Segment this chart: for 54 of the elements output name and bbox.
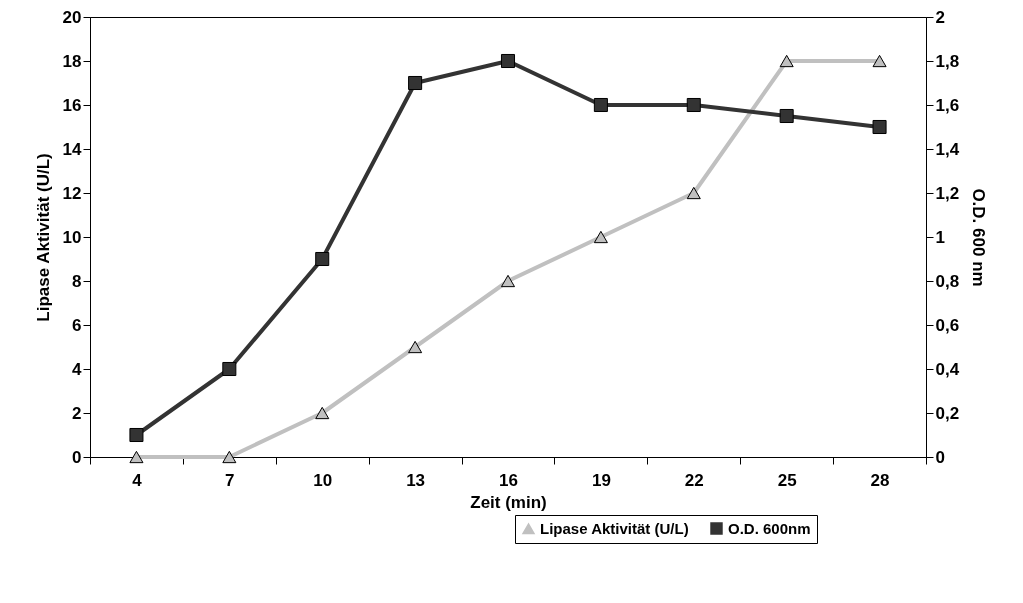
y-tick-label: 8 (72, 271, 82, 291)
point (686, 97, 701, 113)
y2-tick-label: 2 (935, 7, 945, 27)
legend-label: Lipase Aktivität (U/L) (540, 519, 689, 537)
point (129, 427, 144, 443)
y-tick-label: 18 (62, 51, 82, 71)
y-tick-label: 2 (72, 403, 82, 423)
point (315, 406, 330, 420)
y-tick-label: 10 (62, 227, 82, 247)
x-tick-label: 4 (132, 470, 143, 490)
y2-tick-label: 1,2 (935, 183, 960, 203)
y-tick-label: 20 (62, 7, 82, 27)
x-tick-label: 7 (225, 470, 235, 490)
x-tick-label: 25 (777, 470, 797, 490)
y-tick-label: 6 (72, 315, 82, 335)
point (315, 251, 330, 267)
x-tick-label: 10 (313, 470, 333, 490)
point (686, 186, 701, 200)
y2-tick-label: 1,4 (935, 139, 960, 159)
point (872, 54, 887, 68)
y-axis-title: Lipase Aktivität (U/L) (33, 153, 53, 322)
y-tick-label: 12 (62, 183, 82, 203)
point (593, 230, 608, 244)
point (408, 75, 423, 91)
y-tick-label: 4 (72, 359, 83, 379)
point (779, 108, 794, 124)
point (872, 119, 887, 135)
legend-label: O.D. 600nm (728, 519, 811, 537)
y2-tick-label: 0,6 (935, 315, 960, 335)
y2-tick-label: 1 (935, 227, 945, 247)
x-tick-label: 28 (870, 470, 890, 490)
x-axis-title: Zeit (min) (470, 492, 547, 512)
y-tick-label: 0 (72, 447, 82, 467)
x-tick-label: 16 (499, 470, 518, 490)
y2-tick-label: 1,6 (935, 95, 960, 115)
point (500, 53, 516, 69)
y2-tick-label: 0,4 (935, 359, 960, 379)
y-tick-label: 14 (62, 139, 83, 159)
point (593, 97, 608, 113)
y-tick-label: 16 (62, 95, 82, 115)
y2-tick-label: 0,2 (935, 403, 960, 423)
point (129, 450, 144, 464)
point (779, 54, 794, 68)
y2-tick-label: 1,8 (935, 51, 960, 71)
point (222, 450, 237, 464)
x-tick-label: 19 (591, 470, 611, 490)
y2-tick-label: 0 (935, 447, 945, 467)
point (408, 340, 423, 354)
point (222, 361, 237, 377)
y2-tick-label: 0,8 (935, 271, 960, 291)
x-tick-label: 13 (406, 470, 426, 490)
x-tick-label: 22 (684, 470, 704, 490)
point (500, 274, 516, 288)
y2-axis-title: O.D. 600 nm (969, 188, 989, 287)
